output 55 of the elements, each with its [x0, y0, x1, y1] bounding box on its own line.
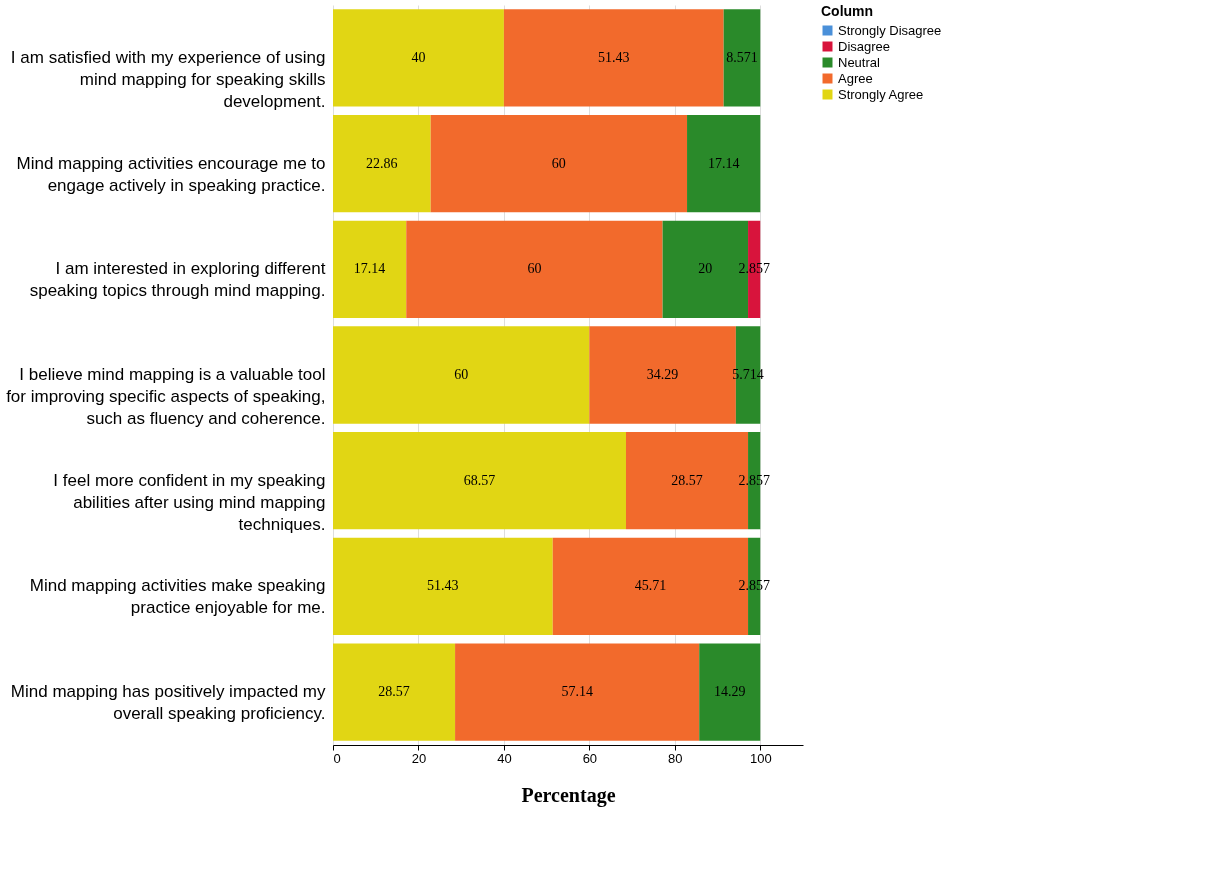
- y-tick-label: Mind mapping has positively impacted my overall speaking proficiency.: [10, 682, 326, 724]
- y-tick-label: I believe mind mapping is a valuable tool for improving specific aspects of speaking, such as fluency and coherence.: [6, 365, 326, 428]
- data-label: 2.857: [738, 578, 770, 594]
- y-tick-label: I am interested in exploring different speaking topics through mind mapping.: [29, 259, 326, 301]
- bar: [333, 537, 553, 636]
- legend-label: Agree: [838, 70, 873, 86]
- bar: [503, 9, 724, 107]
- legend-label: Disagree: [838, 38, 891, 54]
- x-tick-label: 80: [668, 750, 683, 766]
- data-label: 34.29: [646, 367, 679, 382]
- data-label: 28.57: [378, 684, 410, 700]
- bar: [333, 432, 626, 530]
- x-tick-label: 20: [411, 750, 427, 766]
- y-tick-label: Mind mapping activities encourage me to engage actively in speaking practice.: [16, 153, 326, 195]
- data-label: 45.71: [634, 578, 667, 594]
- data-label: 68.57: [463, 472, 496, 488]
- data-label: 2.857: [738, 261, 770, 277]
- data-label: 57.14: [561, 684, 593, 700]
- bar: [333, 326, 590, 424]
- legend-title: Column: [821, 3, 874, 19]
- data-label: 17.14: [353, 261, 386, 277]
- bar: [455, 643, 700, 741]
- legend-label: Strongly Disagree: [838, 22, 942, 38]
- bar: [333, 114, 431, 213]
- data-label: 60: [527, 261, 542, 277]
- y-tick-label: Mind mapping activities make speaking practice enjoyable for me.: [29, 576, 326, 618]
- data-label: 14.29: [713, 684, 746, 700]
- bar: [333, 643, 456, 741]
- bar: [333, 9, 504, 107]
- bar: [699, 643, 761, 741]
- legend-label: Neutral: [838, 54, 881, 70]
- bar: [333, 220, 407, 318]
- data-label: 60: [551, 155, 566, 171]
- data-label: 20: [698, 261, 713, 277]
- data-label: 60: [454, 367, 469, 382]
- bar: [430, 114, 688, 213]
- x-axis-title: Percentage: [521, 783, 616, 807]
- x-tick-label: 0: [333, 750, 341, 766]
- bar: [687, 114, 761, 213]
- x-tick-label: 60: [582, 750, 598, 766]
- data-label: 8.571: [726, 49, 758, 65]
- data-label: 28.57: [671, 472, 703, 488]
- data-label: 51.43: [598, 49, 630, 65]
- data-label: 17.14: [707, 155, 740, 171]
- data-label: 40: [411, 49, 426, 65]
- y-tick-label: I am satisfied with my experience of using mind mapping for speaking skills development.: [10, 47, 326, 111]
- y-tick-label: I feel more confident in my speaking abilities after using mind mapping techniques.: [53, 470, 326, 534]
- bar: [406, 220, 663, 318]
- bar: [723, 9, 761, 107]
- x-tick-label: 100: [749, 750, 772, 766]
- data-label: 2.857: [738, 472, 770, 488]
- data-label: 22.86: [366, 155, 398, 171]
- x-tick-label: 40: [497, 750, 512, 766]
- data-label: 51.43: [427, 578, 459, 594]
- legend-label: Strongly Agree: [838, 86, 924, 102]
